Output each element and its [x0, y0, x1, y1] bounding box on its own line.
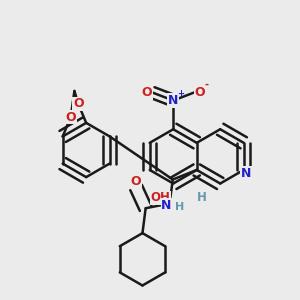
- Text: N: N: [168, 94, 178, 107]
- Text: N: N: [241, 167, 251, 180]
- Text: +: +: [177, 89, 184, 98]
- Text: H: H: [175, 202, 184, 212]
- Text: O: O: [141, 86, 152, 99]
- Text: H: H: [197, 191, 207, 204]
- Text: OH: OH: [151, 191, 170, 204]
- Text: -: -: [205, 80, 208, 90]
- Text: N: N: [161, 199, 172, 212]
- Text: O: O: [73, 97, 83, 110]
- Text: O: O: [65, 111, 76, 124]
- Text: O: O: [131, 175, 141, 188]
- Text: O: O: [194, 86, 205, 99]
